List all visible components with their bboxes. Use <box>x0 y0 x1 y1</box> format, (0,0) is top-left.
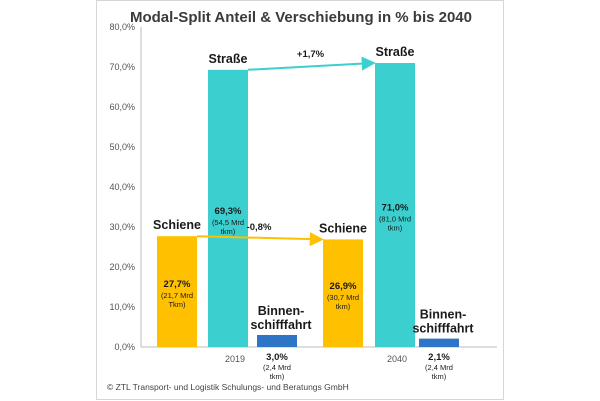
y-tick-label: 40,0% <box>109 182 135 192</box>
y-tick-label: 30,0% <box>109 222 135 232</box>
series-name-label: Straße <box>209 52 248 66</box>
value-label: 3,0% <box>266 352 288 363</box>
detail-label: (2,4 Mrd <box>425 363 453 372</box>
series-name-label: Schiene <box>319 221 367 235</box>
detail-label: (30,7 Mrd <box>327 293 359 302</box>
y-tick-label: 0,0% <box>114 342 135 352</box>
y-tick-label: 20,0% <box>109 262 135 272</box>
detail-label: Tkm) <box>168 300 186 309</box>
y-tick-label: 70,0% <box>109 62 135 72</box>
bar-schiene-2040 <box>323 239 363 347</box>
series-name-label: Straße <box>376 45 415 59</box>
value-label: 71,0% <box>382 203 409 214</box>
detail-label: (81,0 Mrd <box>379 215 411 224</box>
detail-label: tkm) <box>336 302 351 311</box>
value-label: 2,1% <box>428 352 450 363</box>
y-tick-label: 50,0% <box>109 142 135 152</box>
bar-schiene-2019 <box>157 236 197 347</box>
detail-label: tkm) <box>221 227 236 236</box>
value-label: 27,7% <box>164 279 191 290</box>
value-label: 26,9% <box>330 281 357 292</box>
y-tick-label: 60,0% <box>109 102 135 112</box>
bar-strae-2040 <box>375 63 415 347</box>
y-tick-label: 80,0% <box>109 22 135 32</box>
bar-strae-2019 <box>208 69 248 348</box>
x-category-label: 2019 <box>225 354 245 364</box>
detail-label: (54,5 Mrd <box>212 218 244 227</box>
y-axis-ticks: 0,0% 10,0% 20,0% 30,0% 40,0% 50,0% 60,0% 70,0% 8… <box>109 22 135 352</box>
shift-arrow-schiene <box>196 232 324 247</box>
detail-label: (21,7 Mrd <box>161 291 193 300</box>
shift-label: -0,8% <box>247 222 272 233</box>
bar-binnenschifffahrt-2019 <box>257 335 297 347</box>
copyright-note: © ZTL Transport- und Logistik Schulungs-… <box>107 382 349 392</box>
y-tick-label: 10,0% <box>109 302 135 312</box>
modal-split-chart: Modal-Split Anteil & Verschiebung in % b… <box>107 9 497 392</box>
shift-arrows: +1,7% -0,8% <box>196 49 376 247</box>
detail-label: tkm) <box>388 224 403 233</box>
chart-title: Modal-Split Anteil & Verschiebung in % b… <box>130 9 472 26</box>
series-name-label: Binnen- <box>420 308 467 322</box>
shift-label: +1,7% <box>297 49 325 60</box>
detail-label: (2,4 Mrd <box>263 363 291 372</box>
value-label: 69,3% <box>215 206 242 217</box>
series-name-label: Binnen- <box>258 304 305 318</box>
detail-label: tkm) <box>432 372 447 381</box>
bars <box>157 63 459 348</box>
shift-arrow-strae <box>247 56 376 71</box>
detail-label: tkm) <box>270 372 285 381</box>
series-name-label: schifffahrt <box>250 318 312 332</box>
series-name-label: Schiene <box>153 218 201 232</box>
chart-frame: Modal-Split Anteil & Verschiebung in % b… <box>96 0 504 400</box>
series-name-label: schifffahrt <box>412 322 474 336</box>
x-category-label: 2040 <box>387 354 407 364</box>
bar-binnenschifffahrt-2040 <box>419 338 459 347</box>
